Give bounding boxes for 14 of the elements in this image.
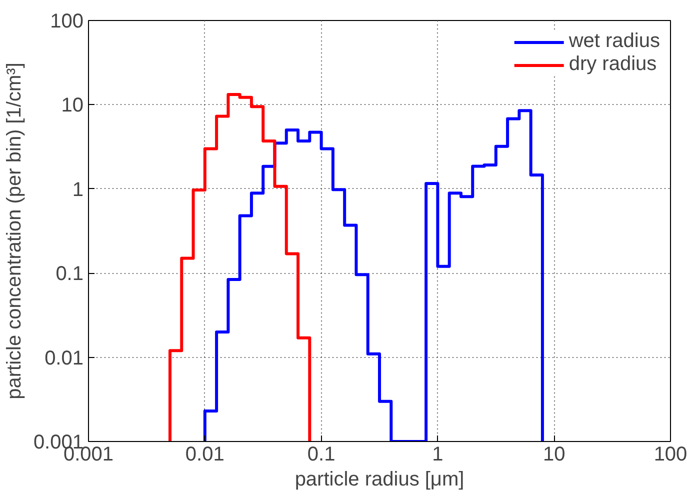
legend-label: wet radius: [568, 30, 660, 53]
x-tick-label: 0.01: [185, 444, 224, 466]
y-tick-label: 0.1: [56, 263, 84, 286]
x-tick-label: 100: [654, 444, 688, 466]
y-tick-label: 100: [50, 10, 84, 32]
y-tick-label: 10: [61, 94, 84, 117]
x-tick-label: 1: [432, 444, 444, 466]
y-tick-label: 0.01: [44, 347, 84, 370]
x-axis-title: particle radius [μm]: [294, 468, 464, 490]
x-tick-label: 10: [542, 444, 566, 466]
legend-label: dry radius: [568, 53, 657, 76]
x-tick-label: 0.1: [307, 444, 336, 466]
y-tick-label: 1: [72, 178, 84, 201]
y-axis-title: particle concentration (per bin) [1/cm³]: [3, 62, 26, 400]
